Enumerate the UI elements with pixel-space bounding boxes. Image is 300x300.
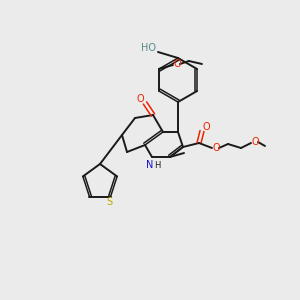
Text: O: O — [136, 94, 144, 104]
Text: HO: HO — [140, 43, 155, 53]
Text: S: S — [106, 196, 112, 207]
Text: H: H — [154, 160, 160, 169]
Text: O: O — [212, 143, 220, 153]
Text: O: O — [173, 59, 181, 69]
Text: O: O — [202, 122, 210, 132]
Text: O: O — [251, 137, 259, 147]
Text: N: N — [146, 160, 154, 170]
